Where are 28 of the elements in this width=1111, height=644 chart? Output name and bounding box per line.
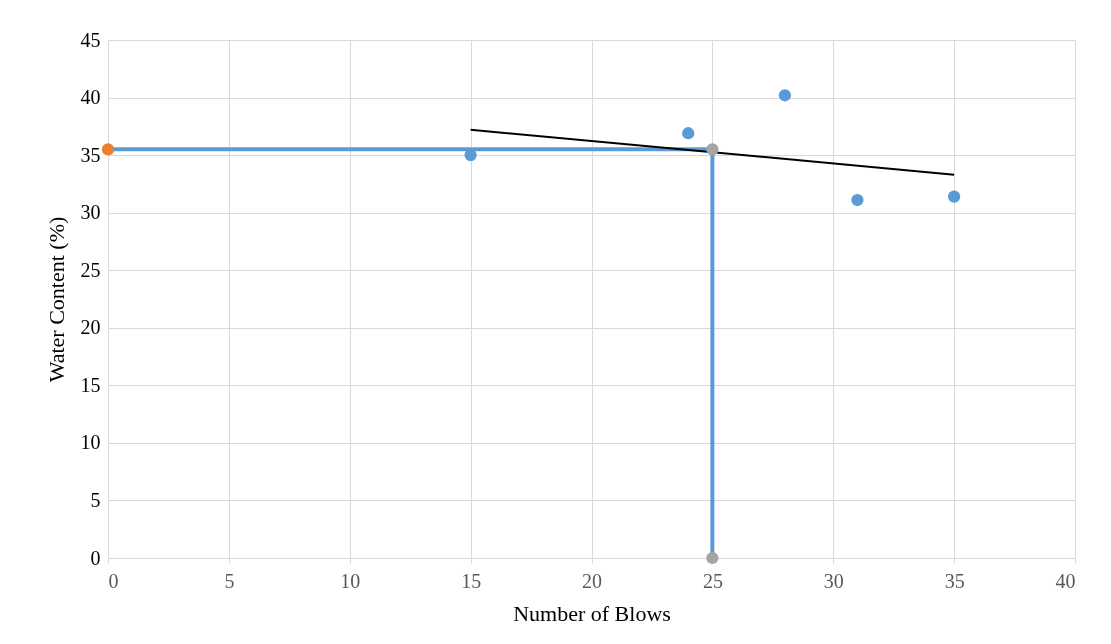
- point: [101, 143, 115, 156]
- y-axis-title: Water Content (%): [43, 216, 69, 383]
- x-tick-label: 20: [582, 569, 602, 592]
- y-tick-label: 5: [90, 488, 101, 511]
- y-tick-label: 15: [80, 373, 101, 396]
- x-tick-label: 5: [224, 569, 235, 592]
- x-tick-label: 0: [108, 569, 119, 592]
- point: [706, 143, 719, 156]
- y-tick-label: 30: [80, 201, 101, 224]
- point: [778, 89, 792, 102]
- x-axis-title: Number of Blows: [513, 600, 671, 626]
- x-tick-label: 25: [702, 569, 723, 592]
- point: [948, 190, 961, 203]
- point: [706, 551, 719, 565]
- y-tick-label: 25: [80, 258, 101, 281]
- y-tick-label: 0: [90, 546, 101, 569]
- x-tick-label: 10: [340, 569, 361, 592]
- y-tick-label: 20: [80, 316, 101, 339]
- y-tick-label: 40: [80, 86, 101, 109]
- y-tick-label: 35: [80, 143, 101, 166]
- point: [682, 127, 695, 140]
- x-tick-label: 40: [1055, 569, 1076, 592]
- point: [851, 193, 864, 207]
- x-tick-label: 35: [944, 569, 965, 592]
- y-tick-label: 10: [80, 431, 101, 454]
- x-tick-label: 15: [461, 569, 482, 592]
- y-tick-label: 45: [80, 28, 101, 51]
- x-tick-label: 30: [823, 569, 844, 592]
